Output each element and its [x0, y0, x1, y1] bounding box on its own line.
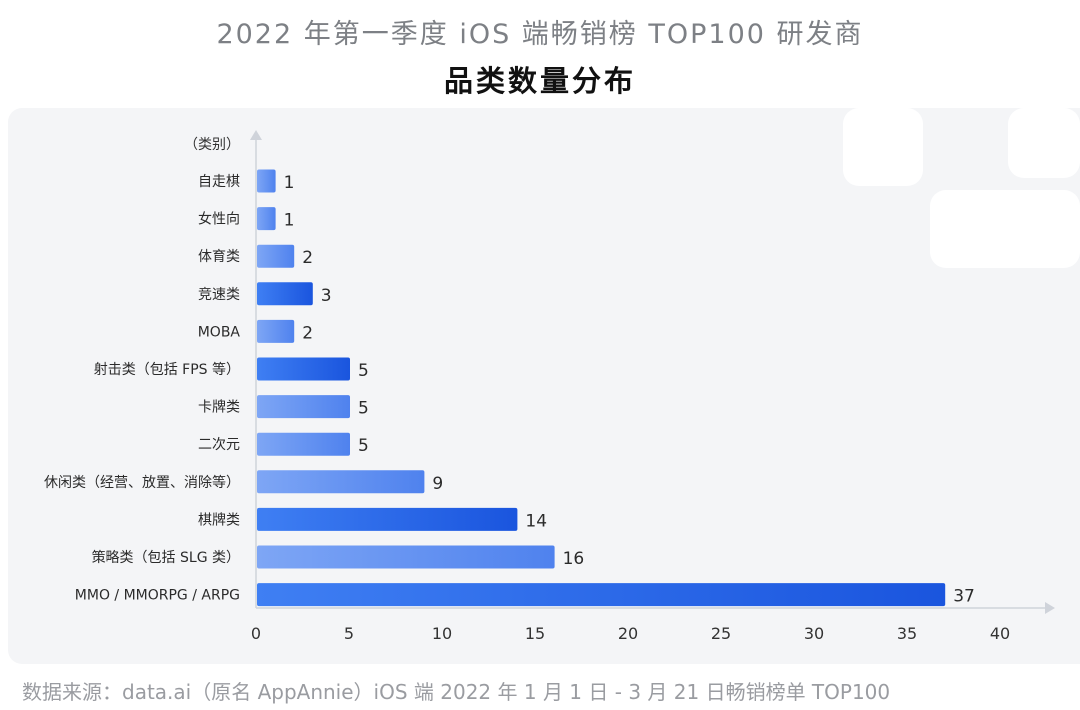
decorative-tile [843, 108, 923, 186]
category-label: 休闲类（经营、放置、消除等） [44, 474, 240, 491]
bar [257, 470, 425, 494]
x-tick-label: 40 [990, 624, 1010, 643]
value-label: 1 [284, 173, 295, 193]
category-label: 自走棋 [198, 174, 240, 190]
category-label: MMO / MMORPG / ARPG [75, 588, 240, 604]
x-tick-label: 0 [251, 624, 261, 643]
chart-title: 2022 年第一季度 iOS 端畅销榜 TOP100 研发商 [216, 19, 864, 50]
category-label: 卡牌类 [198, 399, 240, 416]
y-axis-arrow [250, 130, 262, 140]
value-label: 16 [563, 549, 585, 569]
value-label: 3 [321, 286, 332, 306]
category-label: 策略类（包括 SLG 类） [92, 549, 240, 566]
x-tick-label: 20 [618, 624, 638, 643]
x-tick-label: 10 [432, 624, 452, 643]
bar [257, 207, 276, 231]
y-axis-label: （类别） [184, 137, 240, 153]
value-label: 5 [358, 361, 369, 381]
value-label: 5 [358, 399, 369, 419]
chart-panel [8, 108, 1080, 664]
bar [257, 244, 295, 268]
category-label: 射击类（包括 FPS 等） [94, 361, 240, 378]
category-label: 体育类 [198, 249, 240, 265]
bar [257, 545, 555, 569]
value-label: 5 [358, 436, 369, 456]
chart-subtitle: 品类数量分布 [443, 64, 636, 98]
value-label: 14 [525, 511, 547, 531]
category-label: 竞速类 [198, 286, 240, 303]
category-label: 棋牌类 [198, 511, 240, 528]
x-tick-label: 30 [804, 624, 824, 643]
value-label: 9 [432, 474, 443, 494]
value-label: 37 [953, 587, 975, 607]
bar [257, 583, 946, 607]
decorative-tile [1008, 108, 1080, 178]
bar [257, 432, 350, 456]
bar [257, 357, 350, 381]
value-label: 2 [302, 248, 313, 268]
bar [257, 395, 350, 419]
decorative-tile [930, 190, 1080, 268]
x-tick-label: 35 [897, 624, 917, 643]
bar [257, 319, 295, 343]
source-note: 数据来源：data.ai（原名 AppAnnie）iOS 端 2022 年 1 … [22, 680, 891, 704]
category-label: MOBA [198, 324, 241, 340]
bar [257, 169, 276, 193]
category-label: 二次元 [198, 437, 240, 453]
bar [257, 282, 313, 306]
x-tick-label: 5 [344, 624, 354, 643]
x-axis-arrow [1045, 602, 1055, 614]
x-tick-label: 25 [711, 624, 731, 643]
x-tick-label: 15 [525, 624, 545, 643]
bar [257, 507, 518, 531]
value-label: 2 [302, 323, 313, 343]
category-label: 女性向 [198, 211, 240, 228]
value-label: 1 [284, 211, 295, 231]
